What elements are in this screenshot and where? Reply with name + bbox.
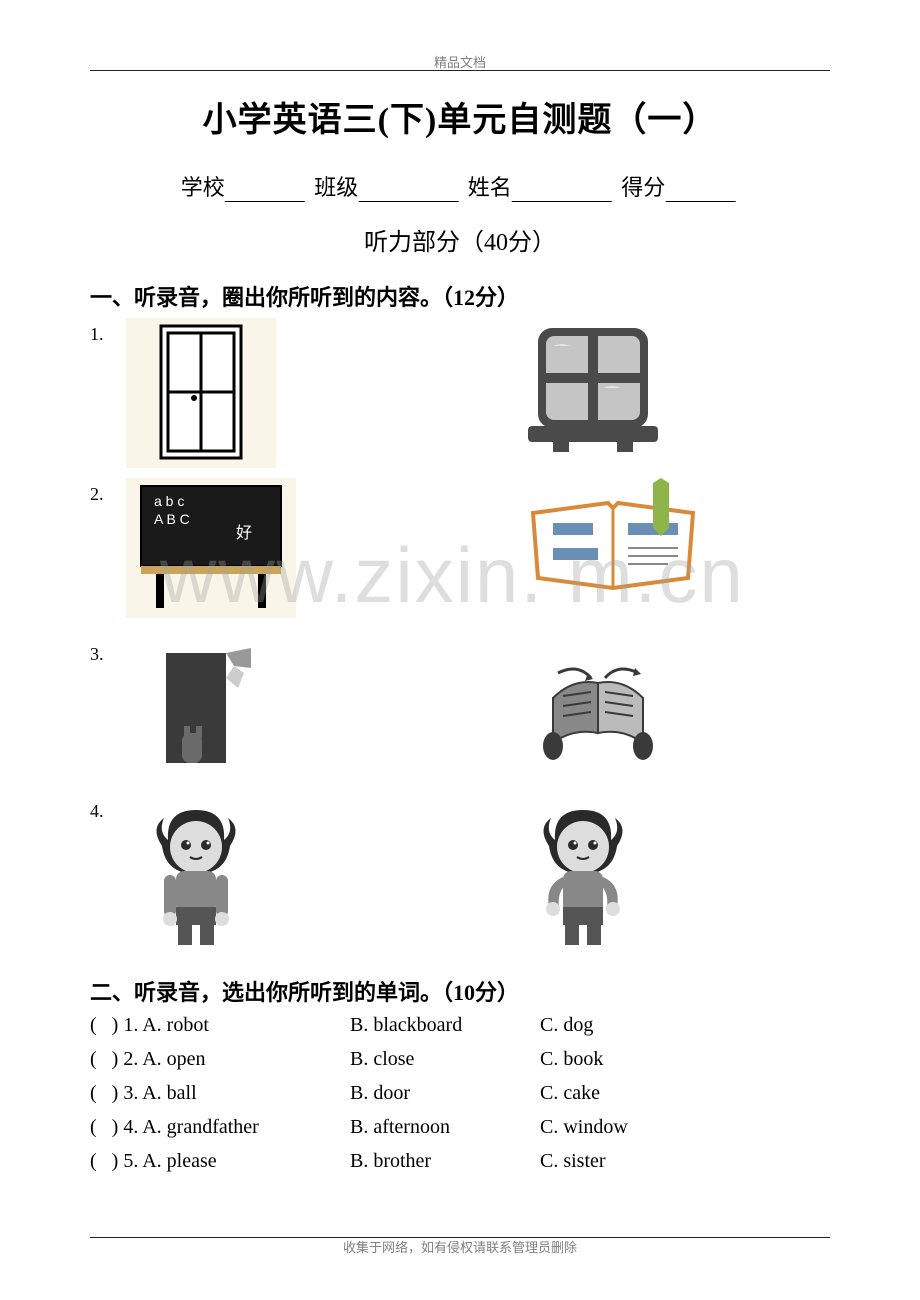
mc-option-a: ( ) 2. A. open <box>90 1048 350 1071</box>
q3-img-left <box>126 638 443 778</box>
q4-img-left <box>126 795 443 955</box>
mc-option-b: B. afternoon <box>350 1116 540 1139</box>
blank-school <box>225 180 305 202</box>
header-tag: 精品文档 <box>434 52 486 71</box>
boy-front-icon <box>126 795 266 955</box>
mc-option-c: C. window <box>540 1116 628 1139</box>
q1-img-left <box>126 318 443 468</box>
svg-text:好: 好 <box>236 524 252 542</box>
blank-class <box>358 180 458 202</box>
label-name: 姓名 <box>468 175 512 200</box>
mc-row: ( ) 1. A. robotB. blackboardC. dog <box>90 1014 593 1037</box>
mc-option-a: ( ) 1. A. robot <box>90 1014 350 1037</box>
svg-text:a b c: a b c <box>154 493 184 509</box>
q1-row: 1. <box>90 318 830 468</box>
q2-img-right <box>513 478 830 608</box>
q3-row: 3. <box>90 638 830 778</box>
section1-heading: 一、听录音，圈出你所听到的内容。（12分） <box>90 280 519 312</box>
mc-row: ( ) 5. A. pleaseB. brotherC. sister <box>90 1150 606 1173</box>
q3-num: 3. <box>90 638 126 665</box>
q3-img-right <box>513 638 830 768</box>
boy-hold-icon <box>513 795 653 955</box>
q4-num: 4. <box>90 795 126 822</box>
mc-option-a: ( ) 5. A. please <box>90 1150 350 1173</box>
blank-name <box>512 180 612 202</box>
mc-option-b: B. close <box>350 1048 540 1071</box>
mc-row: ( ) 2. A. openB. closeC. book <box>90 1048 603 1071</box>
mc-row: ( ) 4. A. grandfatherB. afternoonC. wind… <box>90 1116 628 1139</box>
mc-option-a: ( ) 3. A. ball <box>90 1082 350 1105</box>
footer-tag: 收集于网络，如有侵权请联系管理员删除 <box>343 1237 577 1256</box>
mc-option-c: C. cake <box>540 1082 600 1105</box>
mc-row: ( ) 3. A. ballB. doorC. cake <box>90 1082 600 1105</box>
mc-option-c: C. book <box>540 1048 603 1071</box>
book-icon <box>513 478 713 608</box>
q1-img-right <box>513 318 830 458</box>
section2-heading: 二、听录音，选出你所听到的单词。（10分） <box>90 975 519 1007</box>
page-title: 小学英语三(下)单元自测题（一） <box>203 92 718 141</box>
info-line: 学校 班级 姓名 得分 <box>181 170 740 202</box>
q2-num: 2. <box>90 478 126 505</box>
mc-option-b: B. brother <box>350 1150 540 1173</box>
mc-option-b: B. door <box>350 1082 540 1105</box>
subtitle: 听力部分（40分） <box>364 222 556 257</box>
mc-option-c: C. dog <box>540 1014 593 1037</box>
q2-row: 2. a b c A B C 好 <box>90 478 830 618</box>
label-school: 学校 <box>181 175 225 200</box>
header-rule <box>90 70 830 71</box>
mc-option-a: ( ) 4. A. grandfather <box>90 1116 350 1139</box>
blank-score <box>665 180 735 202</box>
q4-img-right <box>513 795 830 955</box>
label-score: 得分 <box>621 175 665 200</box>
window-icon <box>513 318 673 458</box>
q1-num: 1. <box>90 318 126 345</box>
svg-text:A B C: A B C <box>154 511 190 527</box>
open-book-icon <box>513 638 683 768</box>
mc-option-b: B. blackboard <box>350 1014 540 1037</box>
door-icon <box>126 318 276 468</box>
label-class: 班级 <box>314 175 358 200</box>
mc-option-c: C. sister <box>540 1150 606 1173</box>
q4-row: 4. <box>90 795 830 955</box>
close-door-icon <box>126 638 276 778</box>
blackboard-icon: a b c A B C 好 <box>126 478 296 618</box>
q2-img-left: a b c A B C 好 <box>126 478 443 618</box>
